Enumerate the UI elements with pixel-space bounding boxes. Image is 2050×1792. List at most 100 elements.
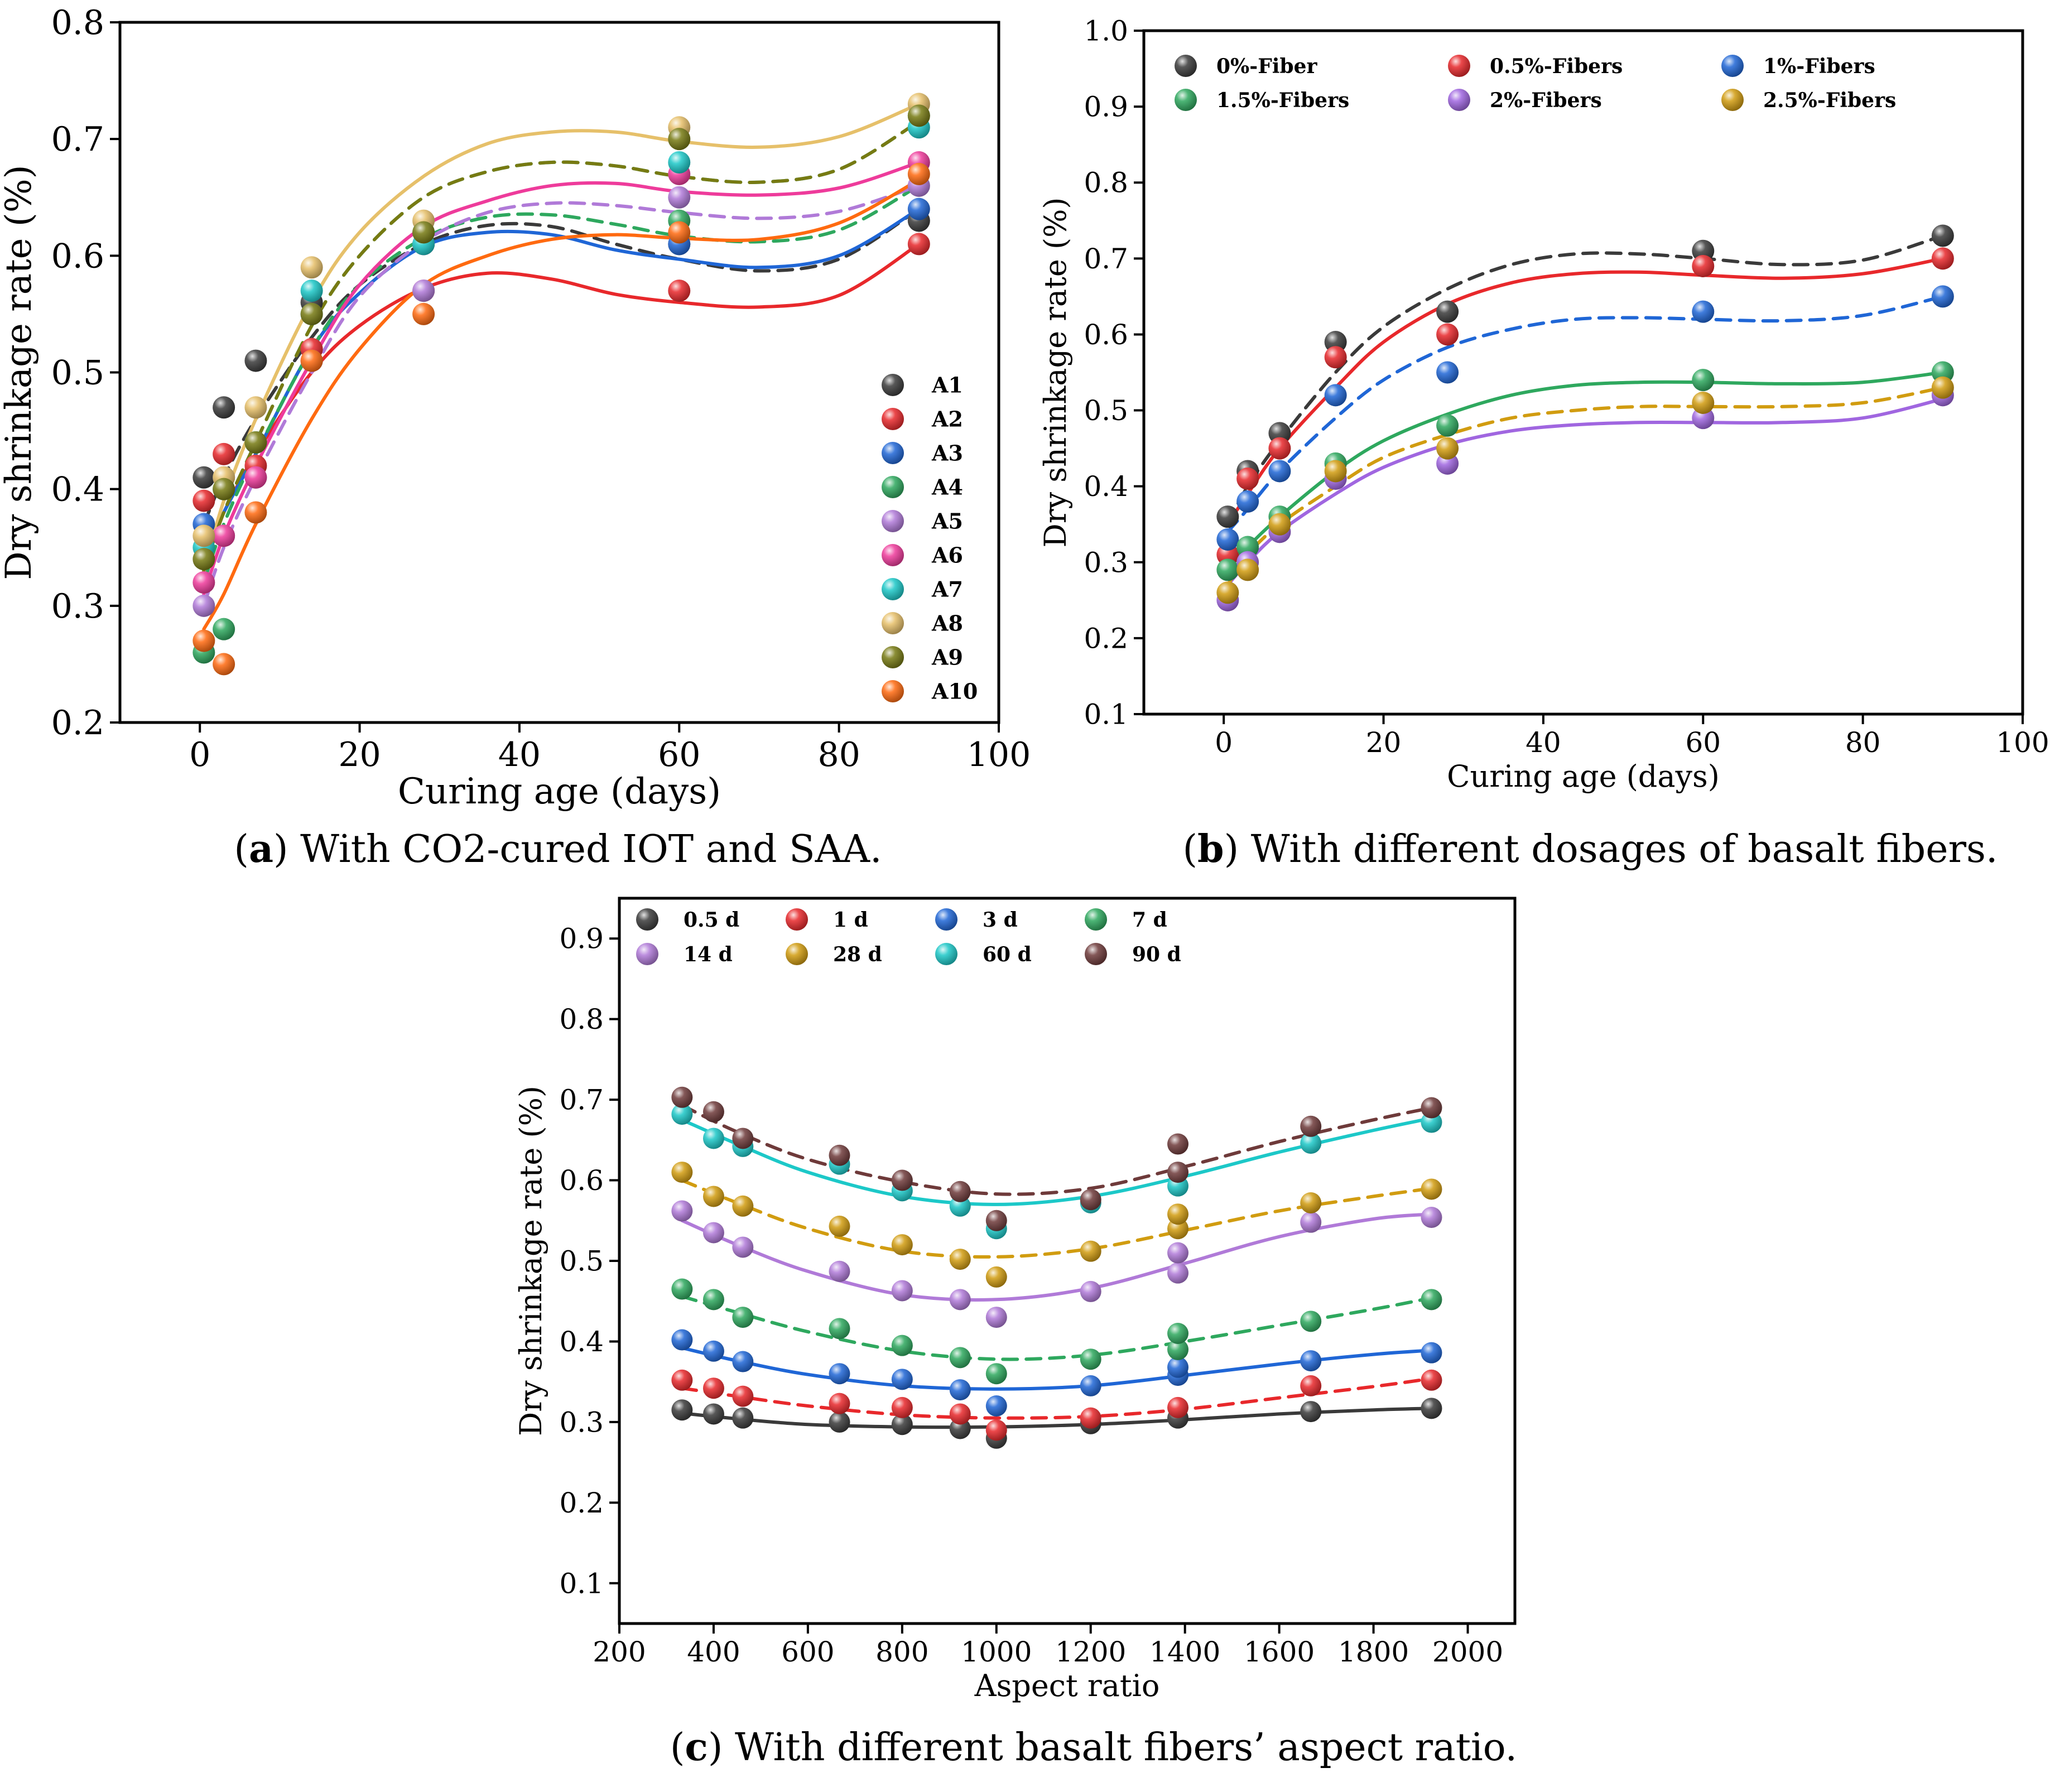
data-point [671, 1278, 693, 1300]
data-point [1080, 1240, 1101, 1262]
data-point [702, 1377, 724, 1399]
data-point [671, 1162, 693, 1183]
legend-marker [882, 476, 904, 498]
plot-frame [618, 897, 1517, 1625]
data-point [891, 1169, 913, 1191]
data-point [1692, 391, 1715, 414]
x-tick-label: 1800 [1338, 1636, 1409, 1668]
caption-letter: c [685, 1725, 708, 1770]
data-point [213, 653, 235, 676]
legend-label: 2.5%-Fibers [1763, 89, 1896, 112]
data-point [1216, 558, 1239, 581]
x-tick-label: 100 [1996, 726, 2049, 759]
data-point [1167, 1242, 1189, 1264]
y-tick-label: 0.2 [1084, 622, 1128, 654]
x-axis-label: Aspect ratio [974, 1668, 1160, 1703]
data-point [668, 151, 691, 174]
x-tick-label: 80 [1845, 726, 1881, 759]
y-tick-label: 0.8 [1084, 167, 1128, 199]
legend-marker [935, 943, 957, 965]
data-point [1167, 1356, 1189, 1378]
data-point [1436, 414, 1459, 437]
legend-label: 60 d [983, 943, 1032, 966]
fit-curve-1-5-fibers [1226, 370, 1945, 572]
data-point [1436, 300, 1459, 323]
data-point [949, 1379, 971, 1401]
data-point [1167, 1218, 1189, 1240]
data-point [732, 1307, 754, 1328]
x-tick-label: 60 [1685, 726, 1721, 759]
data-point [1080, 1280, 1101, 1302]
legend-label: 14 d [684, 943, 733, 966]
data-point [244, 466, 267, 489]
data-point [891, 1396, 913, 1418]
data-point [1167, 1323, 1189, 1344]
fit-curve-0-fiber [1226, 234, 1945, 526]
y-tick-label: 0.5 [51, 354, 104, 393]
caption-letter: a [249, 827, 273, 871]
data-point [891, 1280, 913, 1302]
y-tick-label: 0.4 [559, 1326, 604, 1358]
x-tick-label: 100 [967, 735, 1031, 774]
legend-marker [882, 646, 904, 668]
y-tick-label: 0.8 [559, 1003, 604, 1035]
legend-label: 28 d [833, 943, 882, 966]
y-axis-label: Dry shrinkage rate (%) [0, 165, 40, 580]
legend-label: A3 [931, 441, 963, 466]
chart-panel-b: 0 20 40 60 80 100 0.1 0.2 0.3 0.4 0.5 0.6 0.7 0.8 0.9 1… [1038, 15, 2049, 872]
y-tick-label: 0.2 [559, 1487, 604, 1519]
legend-label: 1.5%-Fibers [1216, 89, 1349, 112]
fit-curve-2-fibers [1226, 397, 1945, 587]
data-point [1324, 346, 1347, 369]
data-point [213, 442, 235, 465]
data-point [949, 1289, 971, 1311]
data-point [702, 1128, 724, 1149]
data-point [732, 1195, 754, 1217]
data-point [193, 571, 215, 594]
x-tick-label: 400 [687, 1636, 740, 1668]
y-tick-label: 0.8 [51, 3, 104, 42]
data-point [732, 1351, 754, 1372]
legend-marker [1448, 89, 1470, 111]
data-point [949, 1181, 971, 1202]
y-tick-label: 0.4 [1084, 470, 1128, 503]
y-tick-label: 0.5 [559, 1245, 604, 1278]
data-point [244, 396, 267, 419]
legend-marker [786, 908, 808, 931]
data-point [193, 548, 215, 571]
data-point [300, 280, 323, 302]
legend-marker [882, 442, 904, 464]
data-point [671, 1086, 693, 1108]
data-point [244, 431, 267, 454]
chart-panel-c: 200 400 600 800 1000 1200 1400 1600 1800 2000 0.1 0… [513, 897, 1517, 1770]
data-point [1300, 1401, 1322, 1423]
data-point [1300, 1375, 1322, 1396]
data-point [732, 1236, 754, 1258]
legend-marker [882, 612, 904, 634]
data-point [1167, 1262, 1189, 1284]
data-point [1268, 437, 1291, 460]
data-point [891, 1369, 913, 1390]
legend-label: 0.5%-Fibers [1490, 55, 1623, 78]
y-tick-label: 1.0 [1084, 15, 1128, 47]
legend-marker [882, 374, 904, 396]
data-point [213, 618, 235, 640]
x-tick-label: 40 [1526, 726, 1561, 759]
legend-marker [636, 908, 658, 931]
data-point [1300, 1311, 1322, 1332]
data-point [1324, 460, 1347, 483]
legend-label: A7 [931, 577, 963, 602]
legend-marker [882, 510, 904, 532]
fit-curve-2-5-fibers [1226, 386, 1945, 587]
data-point [668, 186, 691, 209]
data-point [213, 478, 235, 500]
plot-frame [1142, 29, 2024, 716]
data-point [829, 1215, 850, 1237]
legend-label: 2%-Fibers [1490, 89, 1602, 112]
data-point [193, 629, 215, 652]
data-point [1692, 254, 1715, 277]
legend-marker [1085, 943, 1107, 965]
data-point [829, 1363, 850, 1385]
data-point [668, 280, 691, 302]
data-point [949, 1249, 971, 1270]
